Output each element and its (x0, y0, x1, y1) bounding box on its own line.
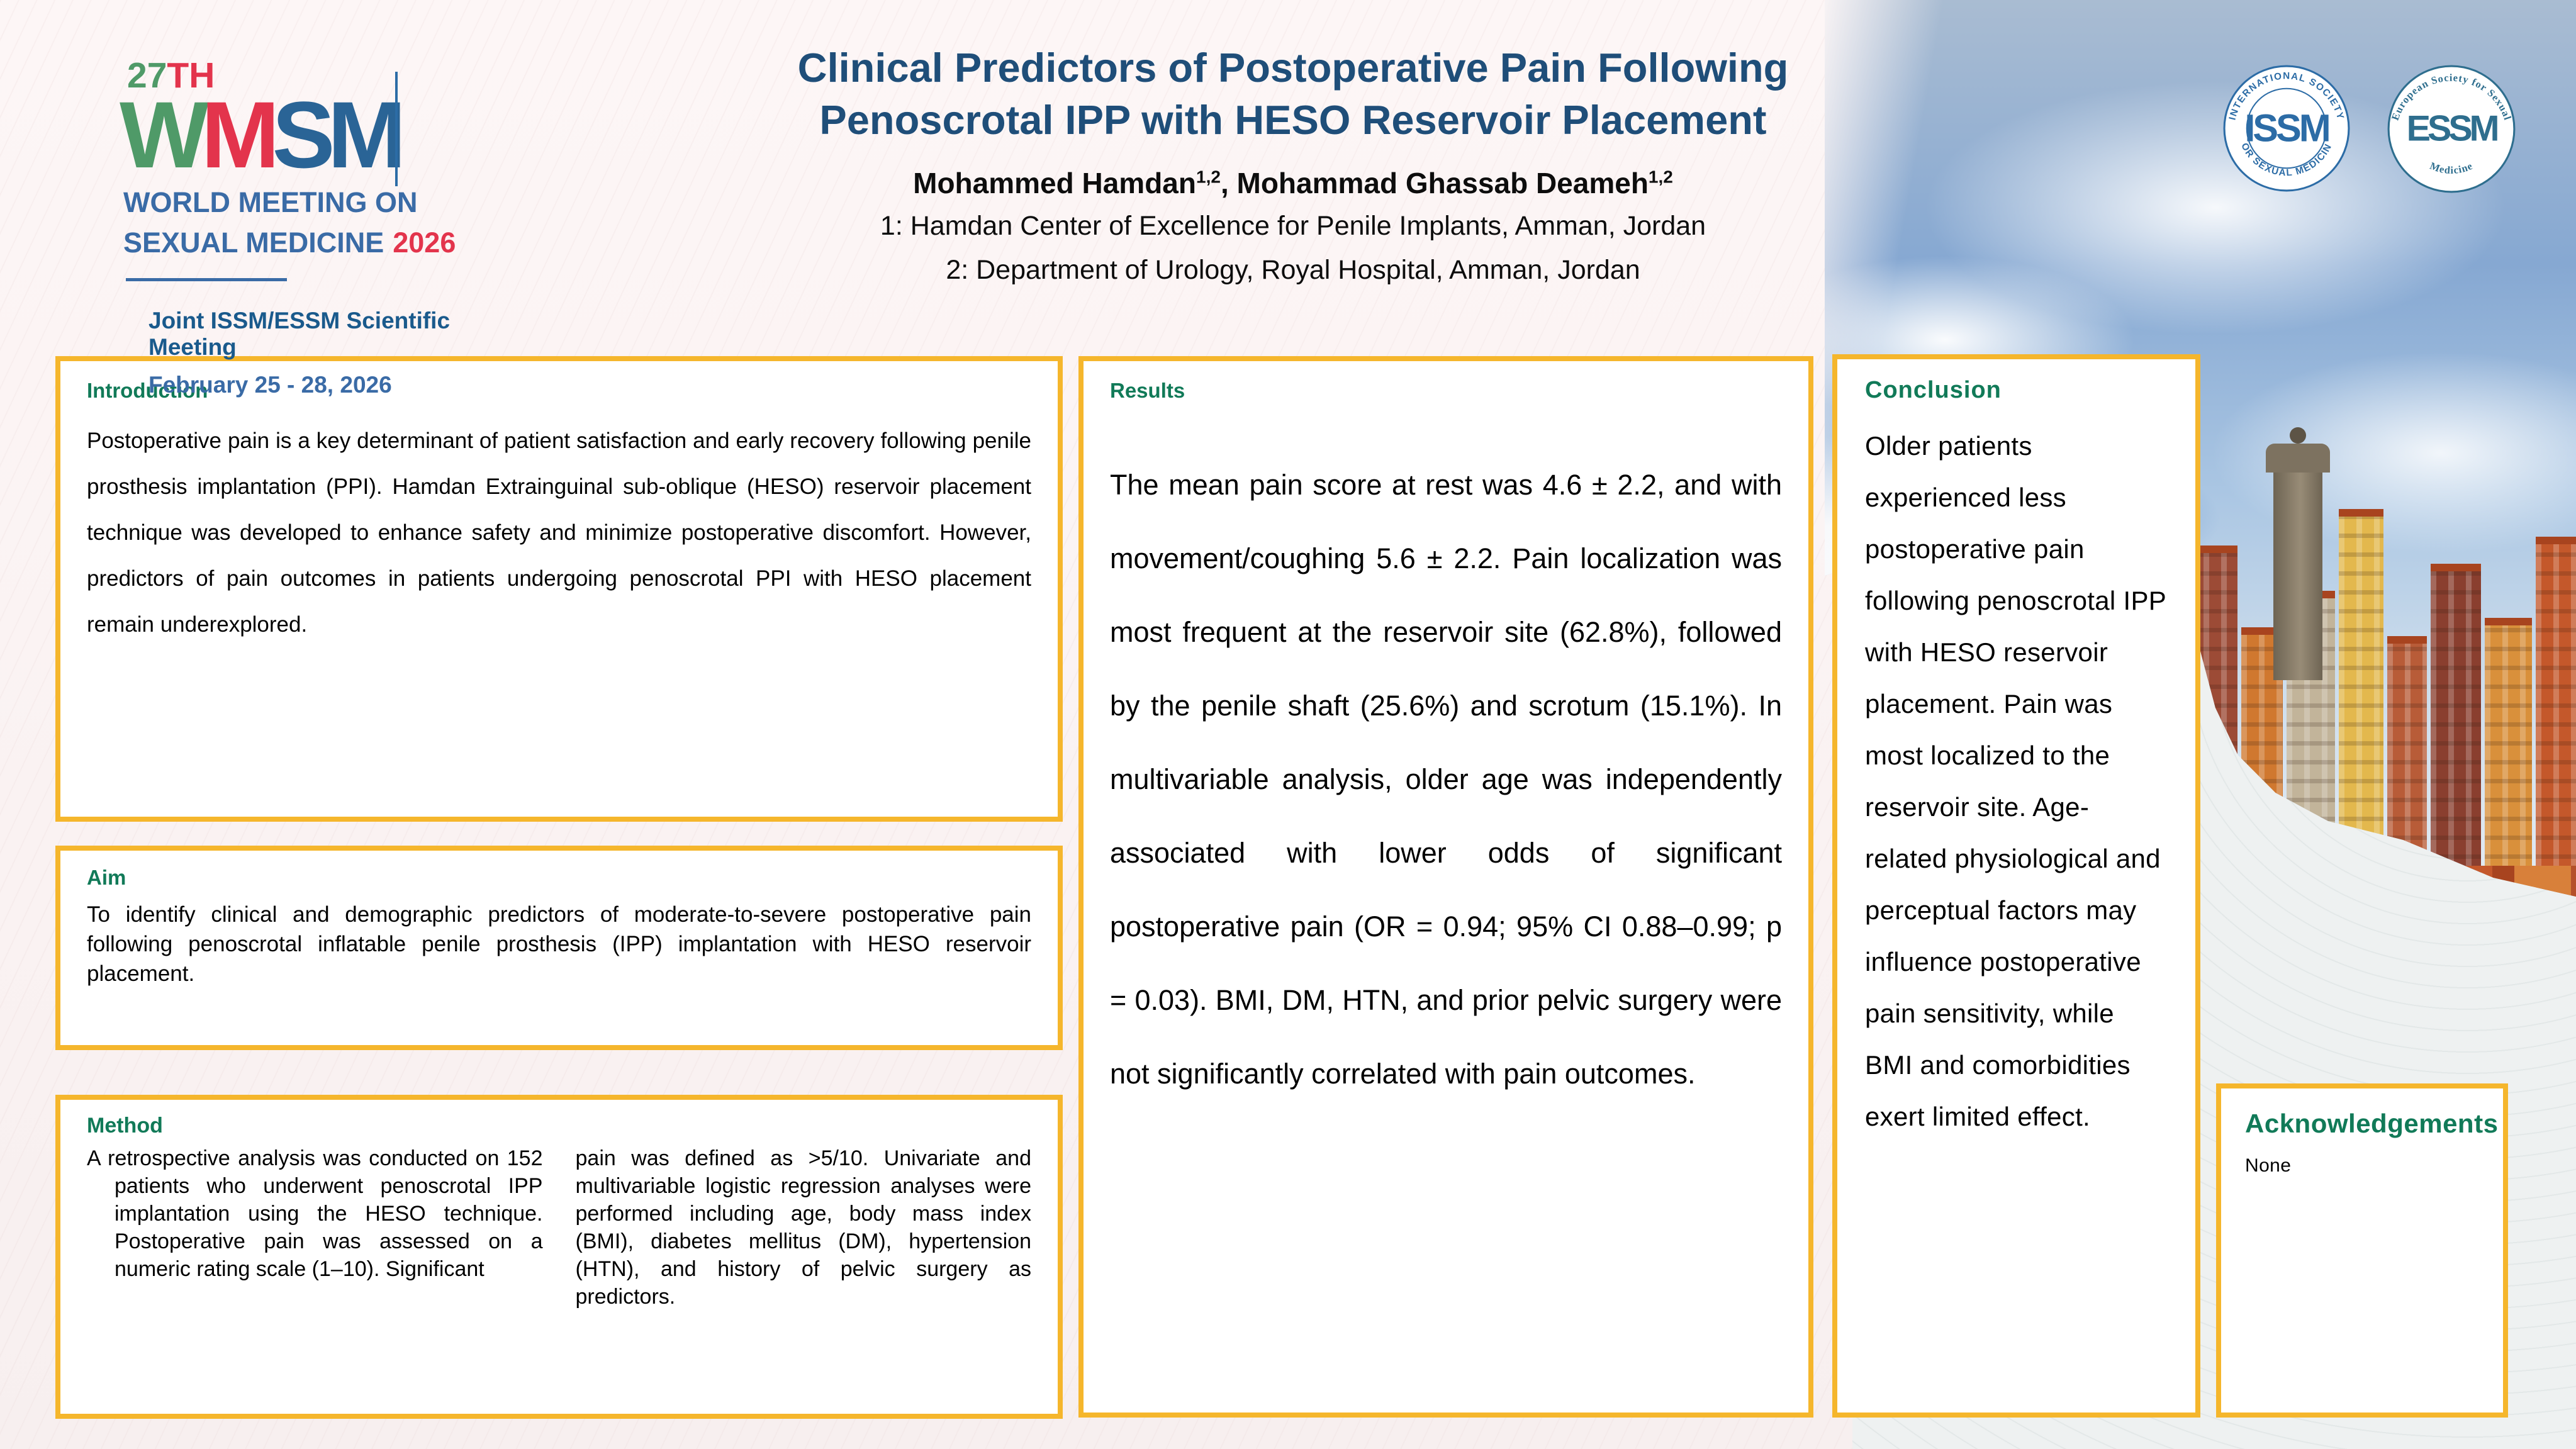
authors-separator: , (1220, 167, 1237, 200)
essm-abbr: ESSM (2407, 109, 2498, 149)
tower-dome (2289, 427, 2306, 444)
poster-title-line2: Penoscrotal IPP with HESO Reservoir Plac… (819, 97, 1767, 143)
wmsm-meeting-line: Joint ISSM/ESSM Scientific Meeting (148, 307, 451, 360)
wmsm-dates-line: February 25 - 28, 2026 (148, 371, 392, 398)
building-shape (2535, 536, 2576, 897)
wmsm-vertical-divider (395, 72, 398, 186)
issm-abbr: ISSM (2244, 106, 2328, 149)
wmsm-subtitle-line1: WORLD MEETING ON (123, 186, 418, 218)
conclusion-section: Conclusion Older patients experienced le… (1832, 354, 2200, 1418)
author-1: Mohammed Hamdan (913, 167, 1196, 200)
tower-cap (2265, 443, 2330, 473)
method-column-2: pain was defined as >5/10. Univariate an… (576, 1144, 1032, 1311)
method-column-1: A retrospective analysis was conducted o… (87, 1144, 543, 1311)
wmsm-subtitle-line2: SEXUAL MEDICINE 2026 (123, 227, 456, 259)
aim-body: To identify clinical and demographic pre… (87, 902, 1031, 986)
affiliation-1: 1: Hamdan Center of Excellence for Penil… (880, 211, 1706, 242)
essm-logo: European Society for Sexual Medicine ESS… (2387, 65, 2516, 193)
aim-heading: Aim (87, 866, 126, 889)
poster-title-line1: Clinical Predictors of Postoperative Pai… (797, 45, 1789, 91)
wmsm-year: 2026 (393, 227, 456, 259)
results-heading: Results (1110, 379, 1185, 402)
introduction-heading: Introduction (87, 379, 208, 402)
acknowledgements-heading: Acknowledgements (2245, 1109, 2499, 1138)
affiliation-2: 2: Department of Urology, Royal Hospital… (946, 255, 1640, 286)
aim-section: Aim To identify clinical and demographic… (55, 846, 1063, 1050)
method-heading: Method (87, 1114, 163, 1138)
wmsm-logo: 27TH WMSM WORLD MEETING ON SEXUAL MEDICI… (120, 58, 510, 398)
introduction-section: Introduction Postoperative pain is a key… (55, 356, 1063, 822)
author-2: Mohammad Ghassab Deameh (1236, 167, 1649, 200)
authors-line: Mohammed Hamdan1,2, Mohammad Ghassab Dea… (598, 166, 1988, 200)
method-column-2-text: pain was defined as >5/10. Univariate an… (575, 1146, 1032, 1309)
introduction-body: Postoperative pain is a key determinant … (87, 428, 1031, 637)
wmsm-acronym: WMSM (120, 82, 406, 187)
results-section: Results The mean pain score at rest was … (1078, 356, 1813, 1418)
method-section: Method A retrospective analysis was cond… (55, 1095, 1063, 1419)
author-2-affiliation-sup: 1,2 (1648, 167, 1673, 187)
wmsm-rule (126, 277, 287, 281)
results-body: The mean pain score at rest was 4.6 ± 2.… (1110, 469, 1782, 1090)
method-columns: A retrospective analysis was conducted o… (87, 1144, 1031, 1311)
header-titles: Clinical Predictors of Postoperative Pai… (598, 42, 1988, 288)
acknowledgements-section: Acknowledgements None (2216, 1083, 2508, 1418)
method-column-1-text: A retrospective analysis was conducted o… (87, 1146, 543, 1281)
clerigos-tower (2265, 427, 2330, 680)
conclusion-heading: Conclusion (1865, 377, 2002, 403)
issm-logo: INTERNATIONAL SOCIETY FOR SEXUAL MEDICIN… (2222, 63, 2350, 192)
author-1-affiliation-sup: 1,2 (1196, 167, 1221, 187)
wmsm-edition: 27TH (127, 55, 215, 96)
conclusion-body: Older patients experienced less postoper… (1865, 431, 2166, 1131)
acknowledgements-body: None (2245, 1155, 2292, 1176)
